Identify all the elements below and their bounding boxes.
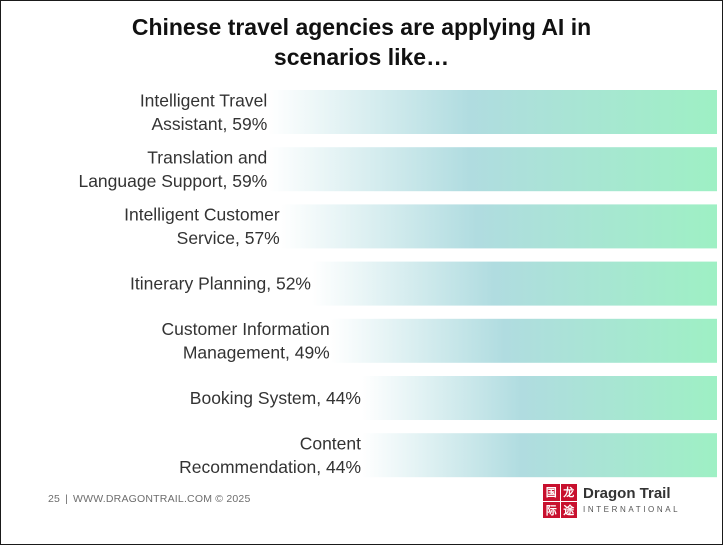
logo-mark-char: 际	[543, 501, 560, 518]
dragon-trail-logo: 国 龙 际 途 Dragon Trail INTERNATIONAL	[543, 484, 683, 520]
logo-name: Dragon Trail	[583, 485, 671, 502]
bar-label: Booking System, 44%	[190, 388, 361, 408]
footer: 25 | WWW.DRAGONTRAIL.COM © 2025	[48, 493, 251, 505]
bar-label-line: Intelligent Travel	[140, 90, 267, 110]
bar	[362, 376, 717, 420]
bar-label-line: Intelligent Customer	[124, 205, 280, 225]
bar	[268, 90, 717, 134]
bar-label-line: Service, 57%	[177, 228, 280, 248]
page-number: 25	[48, 493, 61, 505]
bar-label: Customer Information Management, 49%	[161, 319, 329, 363]
chart-title-line-1: Chinese travel agencies are applying AI …	[131, 14, 592, 40]
bar-label-line: Management, 49%	[183, 343, 330, 363]
chart-title-line-2: scenarios like…	[273, 44, 450, 70]
bar-label-group: Intelligent Travel Assistant, 59% Translat…	[78, 90, 361, 477]
bar	[280, 204, 717, 249]
bar-label-line: Translation and	[147, 147, 267, 167]
dragon-trail-mark-icon: 国 龙 际 途	[543, 484, 577, 518]
bar-label-line: Itinerary Planning, 52%	[130, 274, 311, 294]
logo-mark-char: 国	[543, 484, 560, 501]
bar-label-line: Language Support, 59%	[78, 171, 267, 191]
logo-mark-char: 途	[560, 501, 577, 518]
bar-label: Content Recommendation, 44%	[179, 433, 361, 477]
bar-label-line: Customer Information	[161, 319, 329, 339]
bar-label-line: Assistant, 59%	[152, 114, 268, 134]
bar-label-line: Booking System, 44%	[190, 388, 361, 408]
bar-label: Intelligent Customer Service, 57%	[124, 205, 280, 249]
logo-subtitle: INTERNATIONAL	[583, 505, 681, 514]
footer-site: WWW.DRAGONTRAIL.COM © 2025	[73, 493, 251, 505]
bar	[330, 318, 717, 363]
bar-label: Intelligent Travel Assistant, 59%	[140, 90, 267, 134]
bar-label-line: Content	[300, 433, 361, 453]
bar-label: Itinerary Planning, 52%	[130, 274, 311, 294]
logo-mark-char: 龙	[560, 484, 577, 501]
bar	[268, 147, 717, 192]
bar-label: Translation and Language Support, 59%	[78, 147, 267, 191]
bar	[312, 261, 717, 306]
bar	[362, 433, 717, 478]
chart-title: Chinese travel agencies are applying AI …	[40, 12, 683, 72]
footer-separator: |	[65, 493, 69, 505]
bar-label-line: Recommendation, 44%	[179, 457, 361, 477]
bar-group	[268, 90, 717, 478]
